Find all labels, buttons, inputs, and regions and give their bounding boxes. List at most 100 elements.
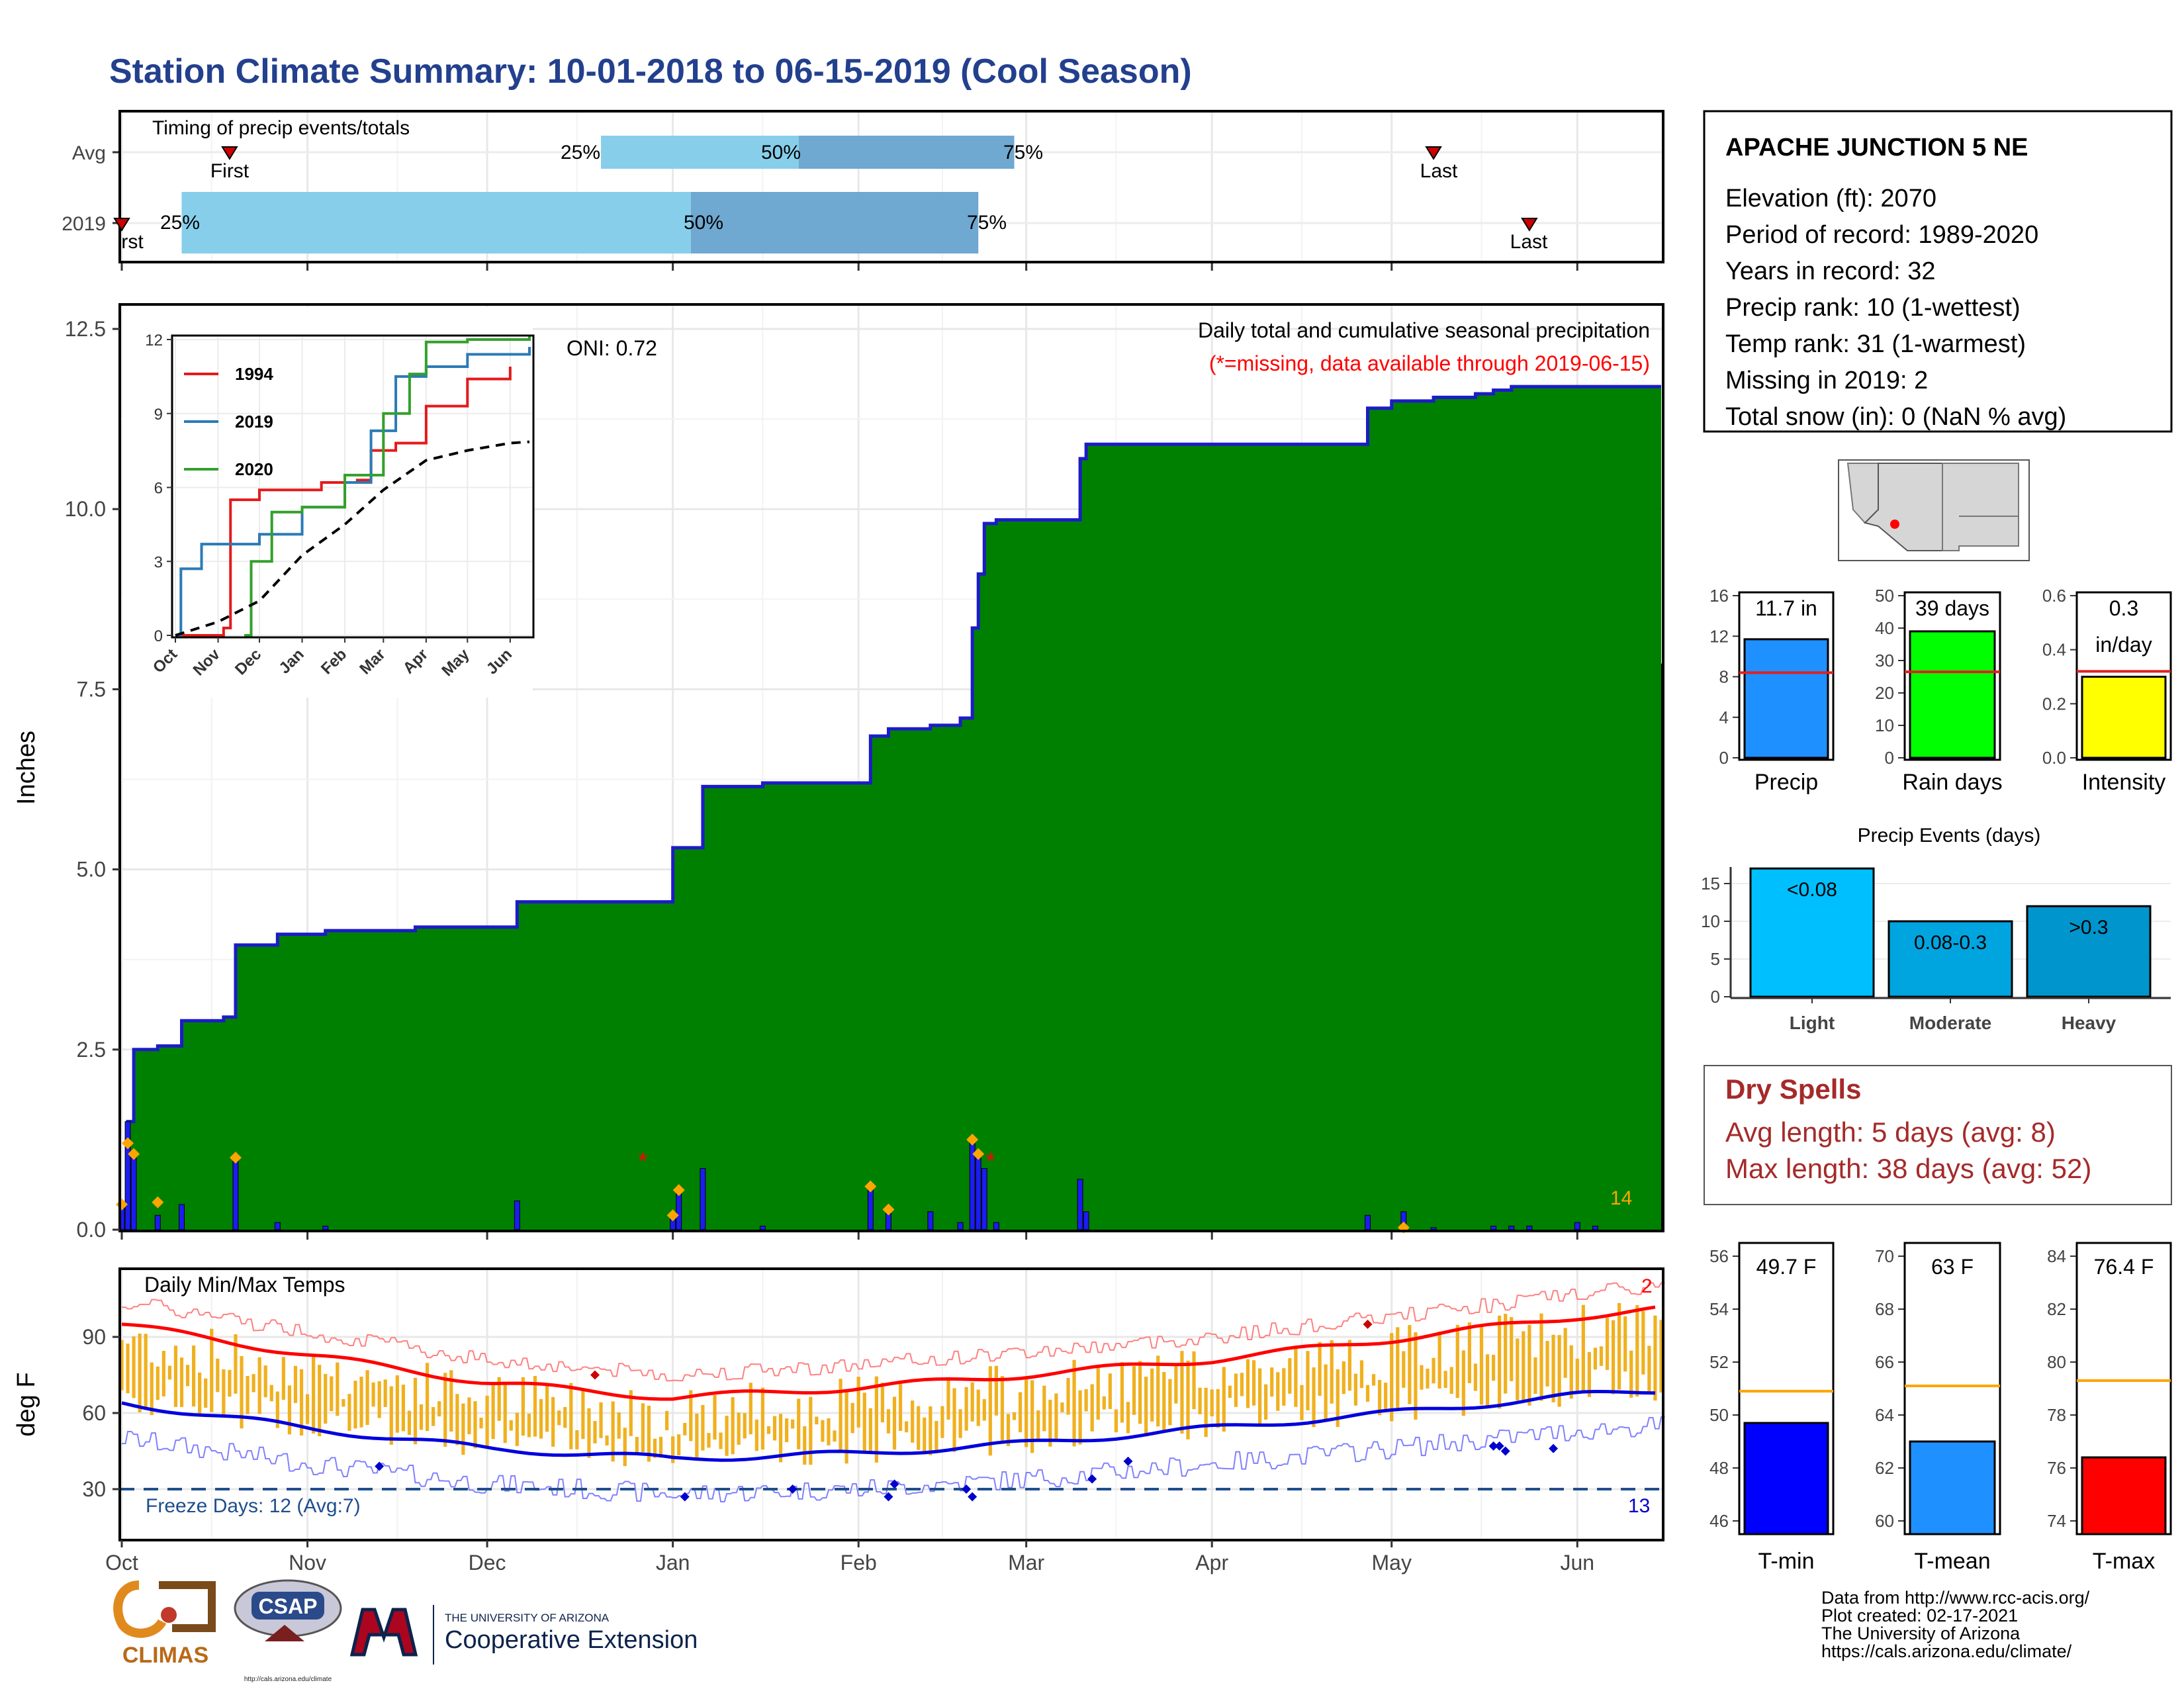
- daily-temp-bar: [581, 1388, 585, 1440]
- daily-temp-bar: [1156, 1355, 1160, 1427]
- daily-precip-bar: [154, 1214, 161, 1230]
- daily-temp-bar: [1216, 1389, 1220, 1428]
- inset-series-2020: [244, 334, 531, 637]
- station-location-dot: [1890, 520, 1899, 529]
- daily-temp-bar: [557, 1410, 561, 1426]
- event-category-label: Light: [1790, 1013, 1835, 1033]
- daily-temp-bar: [1186, 1360, 1190, 1440]
- month-label: Apr: [1195, 1551, 1228, 1575]
- summary-y-tick: 40: [1875, 618, 1894, 638]
- events-y-tick: 5: [1711, 949, 1720, 969]
- dry-spells-max: Max length: 38 days (avg: 52): [1725, 1153, 2091, 1184]
- inset-y-tick: 0: [154, 627, 163, 645]
- daily-temp-bar: [1048, 1399, 1052, 1447]
- temp-summary-label: T-mean: [1914, 1549, 1990, 1574]
- daily-temp-bar: [1234, 1373, 1238, 1407]
- events-title: Precip Events (days): [1858, 825, 2041, 846]
- daily-temp-bar: [1228, 1385, 1232, 1398]
- daily-temp-bar: [731, 1397, 735, 1455]
- daily-temp-bar: [1437, 1331, 1441, 1389]
- daily-temp-bar: [1390, 1333, 1394, 1422]
- y-tick-label: 30: [82, 1477, 106, 1501]
- daily-temp-bar: [407, 1410, 412, 1436]
- daily-temp-bar: [815, 1416, 819, 1425]
- daily-temp-bar: [210, 1328, 214, 1412]
- daily-temp-bar: [605, 1435, 609, 1446]
- daily-temp-bar: [1198, 1387, 1202, 1414]
- daily-temp-bar: [1240, 1373, 1244, 1396]
- daily-temp-bar: [1371, 1374, 1376, 1386]
- daily-temp-bar: [1132, 1366, 1136, 1415]
- daily-temp-bar: [419, 1404, 424, 1430]
- avg-min-line: [121, 1389, 1655, 1462]
- station-line: Elevation (ft): 2070: [1725, 185, 1936, 212]
- daily-precip-bar: [322, 1226, 329, 1230]
- event-bar: [1749, 867, 1875, 998]
- daily-precip-bar: [867, 1186, 874, 1230]
- daily-temp-bar: [432, 1407, 435, 1426]
- daily-temp-bar: [1545, 1341, 1549, 1387]
- temp-summary-y-tick: 70: [1875, 1246, 1894, 1266]
- daily-temp-bar: [1432, 1357, 1435, 1384]
- daily-precip-bar: [232, 1157, 239, 1230]
- daily-temp-bar: [1276, 1372, 1280, 1411]
- summary-value-label: 39 days: [1915, 596, 1989, 620]
- daily-temp-bar: [1318, 1342, 1322, 1396]
- daily-temp-bar: [778, 1414, 783, 1463]
- inset-y-tick: 9: [154, 406, 163, 424]
- daily-temp-bar: [1635, 1304, 1639, 1397]
- event-bar: [1888, 920, 2013, 998]
- daily-precip-bar: [1574, 1222, 1580, 1230]
- daily-temp-bar: [1461, 1350, 1465, 1416]
- daily-temp-bar: [1467, 1322, 1471, 1383]
- daily-temp-bar: [437, 1401, 441, 1417]
- month-label: Mar: [1008, 1551, 1044, 1575]
- event-bar-value: >0.3: [2069, 917, 2108, 938]
- station-line: Missing in 2019: 2: [1725, 367, 1928, 394]
- daily-temp-bar: [1138, 1361, 1142, 1424]
- precip-ylabel: Inches: [13, 731, 40, 805]
- daily-temp-bar: [120, 1340, 124, 1391]
- daily-temp-bar: [485, 1395, 489, 1447]
- summary-value-bar: [2081, 676, 2167, 759]
- daily-temp-bar: [886, 1409, 891, 1434]
- daily-temp-bar: [413, 1377, 418, 1445]
- missing-data-marker: *: [985, 1147, 995, 1174]
- record-hot-marker: [590, 1370, 600, 1380]
- summary-y-tick: 0.2: [2042, 694, 2066, 713]
- summary-y-tick: 0.4: [2042, 640, 2066, 660]
- daily-temp-bar: [377, 1381, 381, 1418]
- daily-temp-bar: [1222, 1367, 1226, 1432]
- daily-temp-bar: [156, 1366, 159, 1400]
- record-cold-marker: [375, 1461, 385, 1471]
- record-cold-marker: [1500, 1446, 1510, 1456]
- hot-days-count: 2: [1641, 1275, 1653, 1297]
- daily-temp-bar: [275, 1391, 279, 1428]
- daily-temp-bar: [192, 1345, 196, 1407]
- timing-title: Timing of precip events/totals: [152, 117, 410, 139]
- daily-temp-bar: [611, 1401, 615, 1462]
- cold-days-count: 13: [1628, 1495, 1650, 1517]
- daily-precip-bar: [759, 1226, 766, 1230]
- daily-temp-bar: [161, 1351, 165, 1396]
- daily-temp-bar: [1414, 1332, 1418, 1420]
- daily-temp-bar: [1485, 1354, 1490, 1406]
- daily-temp-bar: [844, 1392, 848, 1464]
- record-cold-marker: [1123, 1456, 1133, 1466]
- daily-temp-bar: [713, 1394, 717, 1440]
- daily-temp-bar: [1378, 1380, 1382, 1416]
- station-info-box: APACHE JUNCTION 5 NE Elevation (ft): 207…: [1703, 110, 2173, 433]
- freeze-days: Freeze Days: 12 (Avg:7): [146, 1495, 361, 1517]
- daily-precip-bar: [514, 1200, 520, 1230]
- record-day-marker: [229, 1152, 242, 1164]
- record-day-marker: [882, 1203, 895, 1216]
- station-line: Period of record: 1989-2020: [1725, 221, 2038, 249]
- record-cold-marker: [1087, 1474, 1097, 1484]
- daily-temp-bar: [1587, 1351, 1591, 1397]
- daily-temp-bar: [1006, 1414, 1011, 1446]
- quartile-bar-25-50: [181, 192, 691, 253]
- daily-temp-bar: [958, 1409, 962, 1438]
- record-cold-marker: [1549, 1443, 1559, 1453]
- csap-logo: CSAP http://cals.arizona.edu/climate: [234, 1579, 342, 1683]
